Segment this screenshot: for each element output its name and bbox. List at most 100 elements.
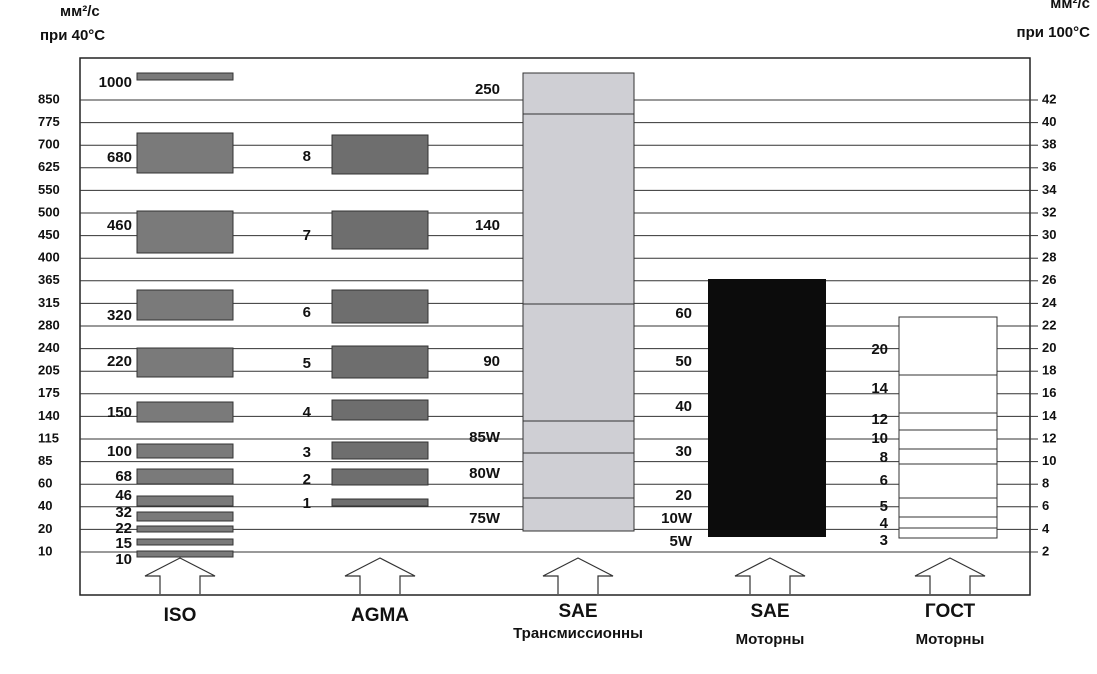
iso-block [136, 289, 234, 321]
agma-grade: 3 [303, 444, 311, 461]
right-tick-label: 10 [1042, 453, 1056, 468]
iso-block [136, 132, 234, 174]
iso-block [136, 443, 234, 459]
right-tick-label: 24 [1042, 295, 1057, 310]
agma-block [331, 210, 429, 250]
left-tick-label: 365 [38, 272, 60, 287]
left-tick-label: 500 [38, 204, 60, 219]
agma-block [331, 289, 429, 324]
iso-grade: 220 [107, 353, 132, 370]
right-tick-label: 14 [1042, 408, 1057, 423]
iso-block [136, 511, 234, 522]
sae-gear-grade: 75W [469, 510, 501, 527]
right-condition: при 100°С [1017, 24, 1091, 41]
gost-grade: 12 [871, 411, 888, 428]
left-tick-label: 115 [38, 430, 59, 445]
iso-block [136, 72, 234, 81]
iso-block [136, 401, 234, 423]
sae-motor-block [708, 279, 826, 537]
right-tick-label: 2 [1042, 543, 1049, 558]
left-tick-label: 85 [38, 453, 52, 468]
gost-block [898, 316, 998, 539]
right-tick-label: 40 [1042, 114, 1056, 129]
agma-block [331, 468, 429, 486]
arrow [542, 557, 614, 594]
column-name: SAE [750, 601, 789, 622]
column-name: SAE [558, 601, 597, 622]
agma-grade: 6 [303, 304, 311, 321]
gost-grade: 6 [880, 472, 888, 489]
iso-block [136, 538, 234, 546]
sae-motor-grade: 10W [661, 510, 693, 527]
iso-grade: 680 [107, 149, 132, 166]
left-tick-label: 140 [38, 408, 60, 423]
left-tick-label: 315 [38, 295, 60, 310]
left-tick-label: 850 [38, 91, 60, 106]
left-tick-label: 280 [38, 317, 60, 332]
sae-gear-grade: 90 [483, 353, 500, 370]
arrow [734, 557, 806, 594]
right-tick-label: 32 [1042, 204, 1056, 219]
right-tick-label: 36 [1042, 159, 1056, 174]
column-subtitle: Моторны [736, 631, 805, 648]
agma-block [331, 399, 429, 421]
left-tick-label: 10 [38, 543, 52, 558]
iso-grade: 100 [107, 443, 132, 460]
left-tick-label: 625 [38, 159, 60, 174]
left-tick-label: 20 [38, 521, 52, 536]
column-subtitle: Трансмиссионны [513, 625, 643, 642]
right-tick-label: 42 [1042, 91, 1056, 106]
left-tick-label: 775 [38, 114, 60, 129]
agma-block [331, 498, 429, 507]
left-tick-label: 175 [38, 385, 60, 400]
agma-grade: 1 [303, 495, 311, 512]
iso-block [136, 550, 234, 558]
iso-block [136, 468, 234, 485]
arrow [144, 557, 216, 594]
right-tick-label: 6 [1042, 498, 1049, 513]
agma-grade: 7 [303, 227, 311, 244]
gost-grade: 4 [880, 515, 889, 532]
iso-block [136, 347, 234, 378]
gost-grade: 20 [871, 341, 888, 358]
gost-grade: 3 [880, 532, 888, 549]
iso-block [136, 210, 234, 254]
iso-grade: 460 [107, 217, 132, 234]
sae-gear-grade: 250 [475, 81, 500, 98]
column-name: ISO [164, 605, 197, 626]
sae-motor-grade: 20 [675, 487, 692, 504]
iso-grade: 320 [107, 307, 132, 324]
right-tick-label: 28 [1042, 250, 1056, 265]
right-tick-label: 20 [1042, 340, 1056, 355]
sae-gear-grade: 140 [475, 217, 500, 234]
sae-motor-grade: 60 [675, 305, 692, 322]
gost-grade: 10 [871, 430, 888, 447]
right-tick-label: 4 [1042, 521, 1050, 536]
iso-grade: 32 [115, 504, 132, 521]
sae-motor-grade: 30 [675, 443, 692, 460]
iso-grade: 46 [115, 487, 132, 504]
iso-grade: 15 [115, 535, 132, 552]
left-tick-label: 60 [38, 476, 52, 491]
iso-grade: 22 [115, 520, 132, 537]
gost-grade: 14 [871, 380, 888, 397]
right-tick-label: 22 [1042, 317, 1056, 332]
agma-grade: 2 [303, 471, 311, 488]
column-name: ГОСТ [925, 601, 976, 622]
left-tick-label: 40 [38, 498, 52, 513]
right-tick-label: 34 [1042, 182, 1057, 197]
left-unit: мм²/с [60, 3, 100, 20]
left-tick-label: 400 [38, 250, 60, 265]
right-tick-label: 30 [1042, 227, 1056, 242]
right-tick-label: 8 [1042, 476, 1049, 491]
left-tick-label: 550 [38, 182, 60, 197]
agma-grade: 5 [303, 355, 311, 372]
right-tick-label: 12 [1042, 430, 1056, 445]
sae-motor-grade: 50 [675, 353, 692, 370]
iso-grade: 68 [115, 468, 132, 485]
left-tick-label: 205 [38, 363, 60, 378]
agma-block [331, 345, 429, 379]
sae-gear-grade: 80W [469, 465, 501, 482]
right-tick-label: 16 [1042, 385, 1056, 400]
